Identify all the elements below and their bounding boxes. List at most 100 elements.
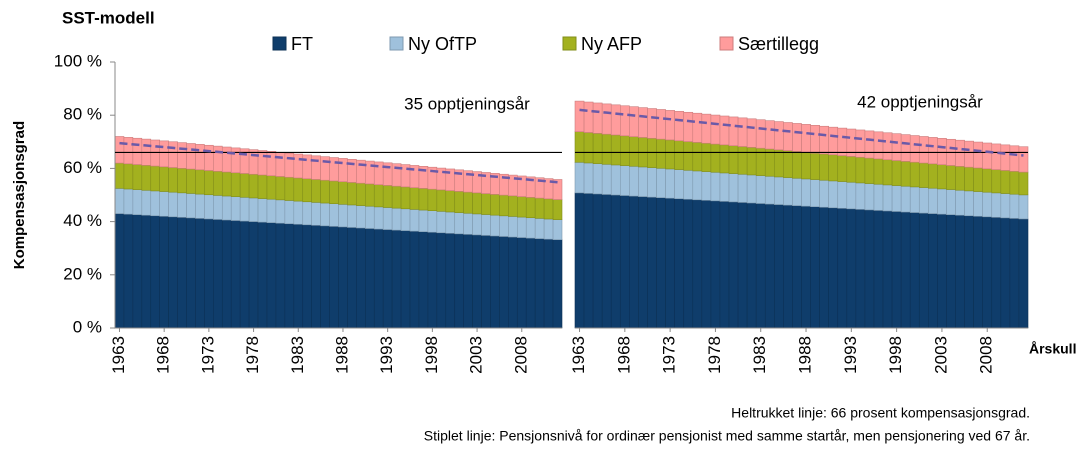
bar-segment [674, 198, 685, 329]
bar-segment [552, 199, 563, 220]
bar-segment [230, 196, 241, 221]
y-tick-label: 60 % [63, 158, 102, 177]
bar-segment [159, 140, 169, 168]
bar-segment [928, 137, 938, 165]
bar-segment [186, 217, 196, 329]
bar-segment [783, 177, 793, 206]
bar-segment [846, 181, 857, 210]
bar-segment [937, 138, 947, 165]
bar-segment [418, 231, 429, 329]
bar-segment [302, 224, 312, 329]
bar-segment [445, 190, 456, 213]
bar-segment [973, 141, 984, 169]
bar-segment [982, 191, 993, 218]
bar-segment [837, 155, 848, 182]
bar-segment [195, 193, 205, 219]
bar-segment [846, 208, 857, 329]
bar-segment [674, 169, 685, 200]
bar-segment [900, 185, 911, 213]
bar-segment [204, 170, 214, 196]
dashed-line [119, 141, 558, 184]
bar-segment [710, 143, 721, 173]
bar-segment [719, 172, 730, 202]
bar-segment [311, 179, 321, 203]
bar-segment [132, 137, 143, 165]
bar-segment [683, 169, 694, 200]
bar-segment [481, 235, 491, 329]
bar-segment [801, 178, 811, 207]
bar-segment [463, 234, 473, 329]
bar-segment [499, 236, 509, 329]
bar-segment [409, 187, 420, 210]
x-tick-label: 1988 [332, 336, 351, 374]
bar-segment [610, 164, 621, 196]
x-tick-label: 1963 [109, 336, 128, 374]
bar-segment [230, 172, 241, 197]
bar-segment [629, 195, 639, 329]
bar-segment [710, 114, 721, 145]
bar-segment [373, 184, 384, 208]
bar-segment [946, 165, 956, 190]
bar-segment [239, 196, 250, 222]
bar-segment [574, 100, 585, 132]
bar-segment [601, 163, 612, 195]
bar-segment [873, 131, 884, 160]
bar-segment [619, 195, 630, 329]
bar-segment [882, 132, 893, 161]
bar-segment [783, 122, 793, 151]
bar-segment [141, 189, 152, 216]
bar-segment [123, 213, 134, 329]
bar-segment [302, 178, 312, 203]
bar-segment [373, 228, 384, 329]
bar-segment [764, 203, 775, 329]
bar-segment [168, 167, 178, 193]
bar-segment [737, 146, 748, 175]
bar-segment [728, 173, 739, 203]
bar-segment [266, 175, 277, 200]
bar-segment [900, 134, 911, 162]
bar-segment [746, 174, 757, 204]
bar-segment [810, 179, 820, 208]
bar-segment [619, 165, 630, 196]
bar-segment [610, 194, 621, 329]
x-tick-label: 2003 [931, 336, 950, 374]
bar-segment [320, 179, 330, 204]
bar-segment [792, 123, 802, 152]
bar-segment [365, 183, 375, 207]
x-tick-label: 1983 [288, 336, 307, 374]
bar-segment [177, 167, 187, 194]
y-tick-label: 80 % [63, 105, 102, 124]
bar-segment [195, 218, 205, 329]
bar-segment [123, 137, 134, 165]
bar-segment [257, 221, 268, 329]
bar-segment [828, 180, 839, 209]
bar-segment [168, 141, 178, 168]
bar-segment [418, 188, 429, 211]
bar-segment [755, 203, 766, 329]
bar-segment [774, 204, 784, 329]
bar-segment [855, 182, 866, 210]
bar-segment [1000, 144, 1011, 171]
bar-segment [320, 202, 330, 227]
bar-segment [141, 214, 152, 329]
bar-segment [508, 216, 518, 238]
bar-segment [204, 144, 214, 171]
bar-segment [755, 175, 766, 204]
bar-segment [195, 144, 205, 171]
bar-segment [909, 135, 920, 163]
bar-segment [882, 184, 893, 212]
bar-segment [1000, 217, 1011, 329]
bar-segment [472, 234, 482, 329]
legend-swatch [389, 36, 404, 51]
bar-segment [955, 139, 965, 167]
bar-segment [141, 165, 152, 191]
bar-segment [257, 174, 268, 199]
bar-segment [918, 136, 929, 164]
bar-segment [728, 201, 739, 329]
x-tick-label: 1978 [705, 336, 724, 374]
bar-segment [293, 223, 304, 329]
bar-segment [828, 207, 839, 329]
bar-segment [302, 201, 312, 226]
bar-segment [692, 142, 703, 172]
